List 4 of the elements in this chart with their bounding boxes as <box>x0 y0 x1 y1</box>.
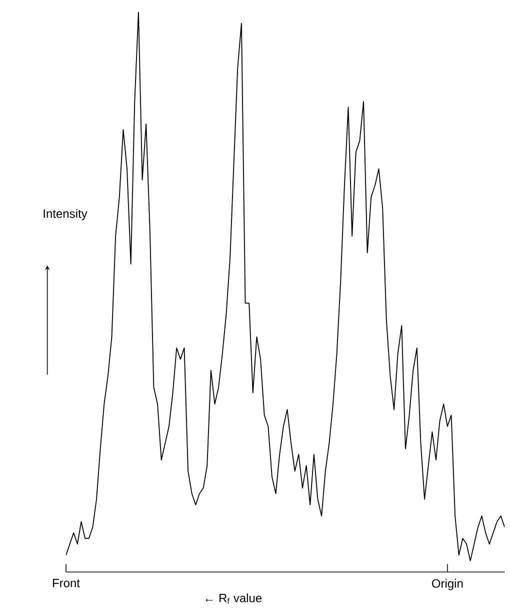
x-axis-title: ← R$_{f}$ value <box>206 593 262 604</box>
y-axis-title: Intensity <box>44 209 88 220</box>
x-tick-label: Origin <box>432 578 463 590</box>
x-tick-label: Front <box>52 578 80 588</box>
